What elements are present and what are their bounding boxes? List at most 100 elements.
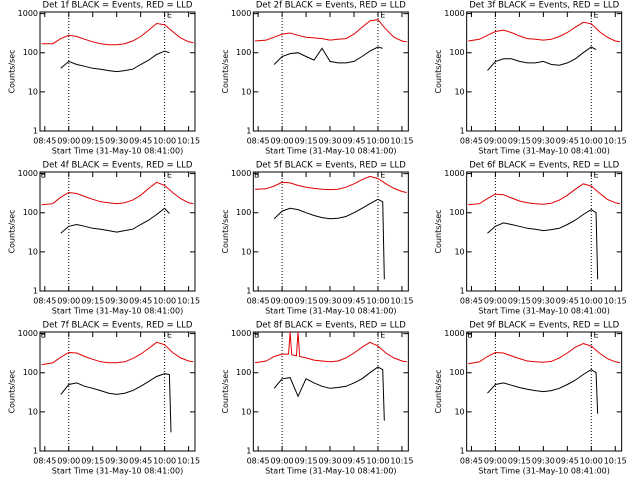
y-tick-label: 10	[241, 407, 251, 416]
panel-title: Det 1f BLACK = Events, RED = LLD	[43, 1, 193, 11]
x-tick-label: 09:30	[318, 457, 341, 466]
x-tick-label: 09:45	[556, 137, 579, 146]
x-tick-label: 08:45	[247, 137, 270, 146]
x-axis-label: Start Time (31-May-10 08:41:00)	[265, 147, 396, 156]
x-tick-label: 10:15	[604, 137, 627, 146]
y-tick-label: 1000	[444, 329, 464, 338]
panel-title: Det 2f BLACK = Events, RED = LLD	[256, 1, 406, 11]
y-tick-label: 1	[246, 447, 251, 456]
x-tick-label: 09:30	[105, 297, 128, 306]
plot-frame	[466, 171, 623, 292]
x-tick-label: 09:45	[342, 137, 365, 146]
panel: Det 7f BLACK = Events, RED = LLD Counts/s…	[8, 321, 201, 476]
plot-frame	[252, 331, 409, 452]
y-tick-label: 1	[246, 287, 251, 296]
x-tick-label: 09:30	[532, 457, 555, 466]
x-tick-label: 09:15	[295, 297, 318, 306]
x-tick-label: 09:30	[532, 137, 555, 146]
annotation: E	[467, 331, 472, 340]
x-tick-label: 08:45	[33, 137, 56, 146]
y-tick-label: 1000	[231, 169, 251, 178]
x-tick-label: 09:30	[532, 297, 555, 306]
annotation: E	[380, 331, 385, 340]
y-tick-label: 1	[33, 447, 38, 456]
panel-title: Det 3f BLACK = Events, RED = LLD	[469, 1, 619, 11]
plot-frame	[39, 331, 196, 452]
x-tick-label: 09:45	[556, 297, 579, 306]
y-tick-label: 1	[460, 447, 465, 456]
series-line	[41, 22, 194, 46]
y-tick-label: 100	[236, 48, 251, 57]
series-line	[60, 207, 170, 234]
y-tick-label: 10	[241, 87, 251, 96]
y-tick-label: 10	[454, 87, 464, 96]
x-tick-label: 08:45	[247, 297, 270, 306]
annotation: E	[167, 331, 172, 340]
series-line	[254, 331, 407, 364]
series-line	[254, 175, 407, 193]
x-tick-label: 10:00	[153, 137, 176, 146]
annotation: E	[167, 11, 172, 20]
annotation: E	[254, 171, 259, 180]
series-line	[468, 21, 621, 43]
y-tick-label: 10	[28, 87, 38, 96]
x-tick-label: 08:45	[460, 457, 483, 466]
y-tick-label: 1	[33, 287, 38, 296]
x-tick-label: 09:30	[105, 137, 128, 146]
panel: Det 3f BLACK = Events, RED = LLD Counts/s…	[434, 1, 627, 156]
x-tick-label: 09:00	[484, 137, 507, 146]
series-line	[487, 209, 599, 280]
x-tick-label: 09:15	[508, 137, 531, 146]
x-axis-label: Start Time (31-May-10 08:41:00)	[265, 307, 396, 316]
x-tick-label: 10:15	[390, 137, 413, 146]
y-tick-label: 10	[454, 247, 464, 256]
x-tick-label: 09:00	[271, 137, 294, 146]
x-tick-label: 09:15	[81, 297, 104, 306]
x-tick-label: 08:45	[460, 297, 483, 306]
plot-frame	[466, 11, 623, 132]
x-axis-label: Start Time (31-May-10 08:41:00)	[265, 467, 396, 476]
panel-title: Det 6f BLACK = Events, RED = LLD	[469, 161, 619, 171]
panel: Det 8f BLACK = Events, RED = LLD Counts/s…	[221, 321, 414, 476]
x-axis-label: Start Time (31-May-10 08:41:00)	[52, 307, 183, 316]
panel: Det 9f BLACK = Events, RED = LLD Counts/s…	[434, 321, 627, 476]
annotation: E	[380, 11, 385, 20]
x-tick-label: 09:15	[295, 457, 318, 466]
y-tick-label: 1	[33, 127, 38, 136]
annotation: E	[41, 171, 46, 180]
y-axis-label: Counts/sec	[221, 369, 230, 413]
y-tick-label: 1000	[18, 169, 38, 178]
panel: Det 6f BLACK = Events, RED = LLD Counts/s…	[434, 161, 627, 316]
x-tick-label: 09:45	[129, 297, 152, 306]
x-tick-label: 10:00	[366, 457, 389, 466]
x-tick-label: 09:45	[342, 297, 365, 306]
plot-frame	[252, 171, 409, 292]
x-tick-label: 09:30	[318, 137, 341, 146]
y-axis-label: Counts/sec	[221, 209, 230, 253]
annotation: E	[167, 171, 172, 180]
series-line	[468, 342, 621, 365]
y-tick-label: 1000	[444, 169, 464, 178]
y-tick-label: 1	[460, 127, 465, 136]
x-tick-label: 10:00	[580, 457, 603, 466]
x-axis-label: Start Time (31-May-10 08:41:00)	[52, 147, 183, 156]
x-tick-label: 09:45	[342, 457, 365, 466]
y-axis-label: Counts/sec	[8, 49, 17, 93]
y-axis-label: Counts/sec	[8, 369, 17, 413]
y-tick-label: 1000	[18, 9, 38, 18]
series-line	[254, 19, 407, 43]
plot-frame	[39, 171, 196, 292]
x-tick-label: 09:30	[318, 297, 341, 306]
series-line	[487, 46, 597, 71]
y-tick-label: 10	[454, 407, 464, 416]
x-axis-label: Start Time (31-May-10 08:41:00)	[478, 307, 609, 316]
plot-frame	[466, 331, 623, 452]
annotation: E	[380, 171, 385, 180]
y-axis-label: Counts/sec	[221, 49, 230, 93]
x-tick-label: 09:15	[508, 297, 531, 306]
annotation: E	[594, 331, 599, 340]
x-axis-label: Start Time (31-May-10 08:41:00)	[52, 467, 183, 476]
series-line	[487, 369, 599, 414]
series-line	[273, 46, 383, 65]
